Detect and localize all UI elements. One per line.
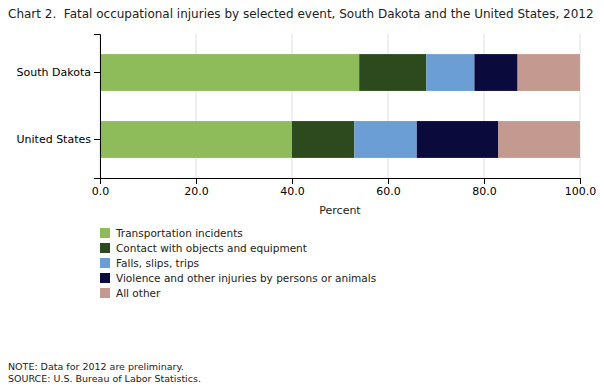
x-axis-line: [101, 179, 581, 185]
y-tick: United States: [17, 133, 101, 146]
legend-label: Violence and other injuries by persons o…: [116, 272, 376, 284]
x-tick-label: 0.0: [92, 185, 110, 198]
bar-segment: [498, 121, 580, 158]
y-axis-line: [94, 35, 101, 179]
bar-segment: [359, 54, 426, 91]
grid: [100, 34, 580, 178]
x-tick: 80.0: [472, 178, 497, 198]
bar-segment: [518, 54, 580, 91]
legend-label: Contact with objects and equipment: [116, 242, 307, 254]
x-tick: 20.0: [184, 178, 209, 198]
bar-segment: [292, 121, 354, 158]
bar-segment: [474, 54, 517, 91]
y-tick-mark: [94, 139, 100, 140]
title: Chart 2. Fatal occupational injuries by …: [8, 7, 594, 21]
bar-segment: [426, 54, 474, 91]
x-tick-label: 80.0: [472, 185, 497, 198]
x-tick: 40.0: [280, 178, 305, 198]
x-tick-mark: [580, 178, 581, 184]
note-line: NOTE: Data for 2012 are preliminary.: [8, 361, 184, 372]
x-axis-title: Percent: [319, 204, 361, 217]
legend-swatch: [100, 288, 110, 298]
x-tick: 60.0: [376, 178, 401, 198]
x-tick: 100.0: [565, 178, 597, 198]
x-axis: 0.0 20.0 40.0 60.0 80.0 100.0: [92, 178, 597, 198]
bars: [100, 54, 580, 158]
x-tick-label: 60.0: [376, 185, 401, 198]
bar-segment: [354, 121, 416, 158]
note: NOTE: Data for 2012 are preliminary.SOUR…: [8, 361, 201, 384]
legend-swatch: [100, 258, 110, 268]
bar-segment: [100, 121, 292, 158]
x-tick-label: 20.0: [184, 185, 209, 198]
x-tick-mark: [196, 178, 197, 184]
y-axis: South Dakota United States: [17, 35, 101, 179]
x-tick-mark: [388, 178, 389, 184]
y-tick: South Dakota: [17, 66, 100, 79]
legend-label: Transportation incidents: [115, 227, 243, 239]
note-line: SOURCE: U.S. Bureau of Labor Statistics.: [8, 373, 201, 384]
x-tick-mark: [484, 178, 485, 184]
legend-swatch: [100, 273, 110, 283]
x-tick-label: 100.0: [565, 185, 597, 198]
legend-swatch: [100, 228, 110, 238]
y-tick-label: South Dakota: [17, 66, 91, 79]
bar-segment: [417, 121, 499, 158]
legend: Transportation incidents Contact with obj…: [100, 227, 376, 299]
legend-label: All other: [116, 287, 161, 299]
y-tick-mark: [94, 72, 100, 73]
x-tick: 0.0: [92, 178, 110, 198]
legend-label: Falls, slips, trips: [116, 257, 199, 269]
legend-swatch: [100, 243, 110, 253]
x-tick-label: 40.0: [280, 185, 305, 198]
bar-segment: [100, 54, 359, 91]
chart: Chart 2. Fatal occupational injuries by …: [0, 0, 604, 390]
y-tick-label: United States: [17, 133, 92, 146]
x-tick-mark: [292, 178, 293, 184]
